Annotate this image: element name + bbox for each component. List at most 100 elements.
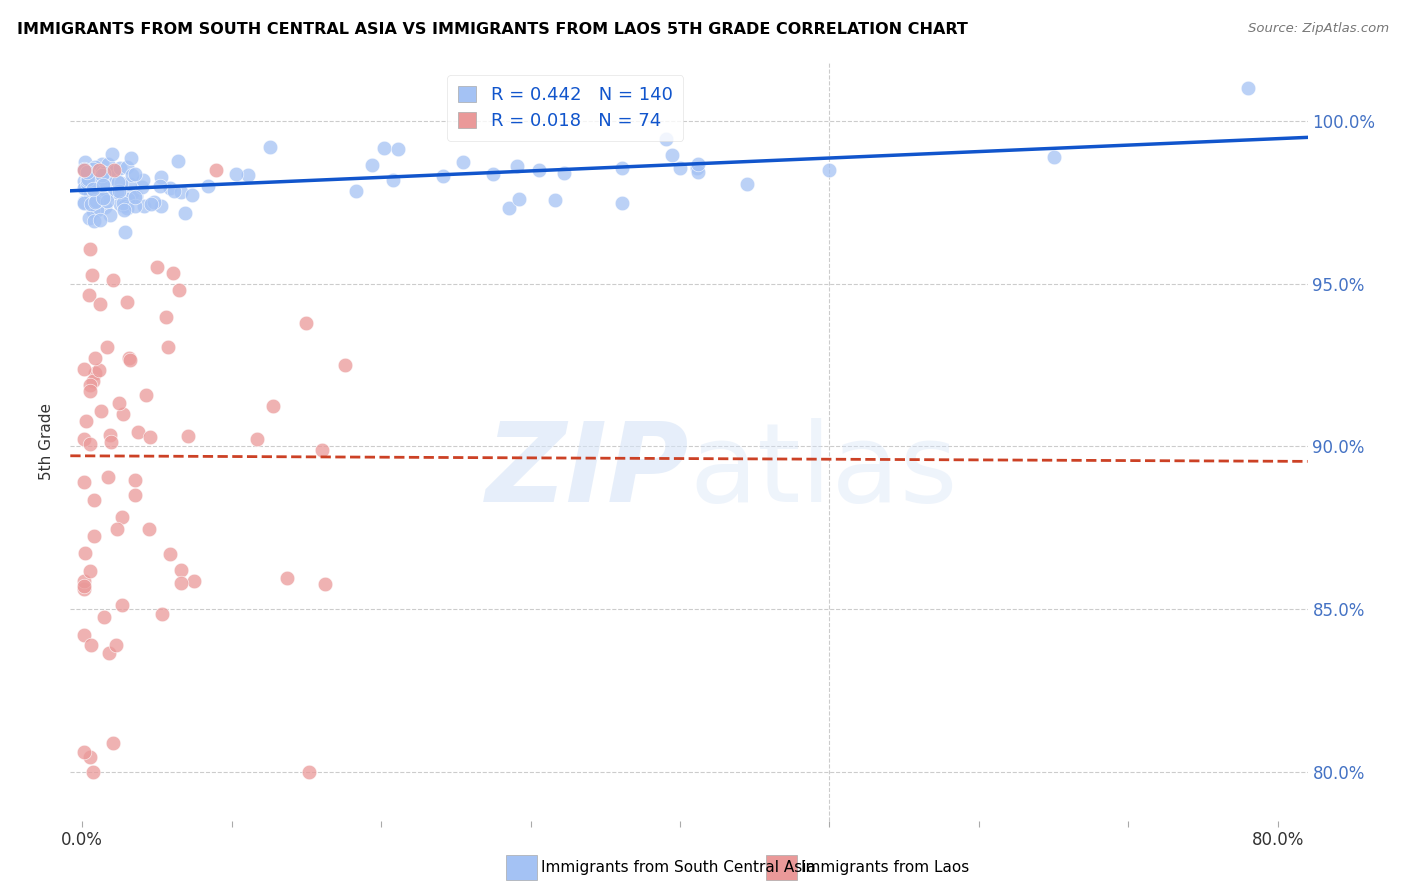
Point (93, 178, 115, 193)
Point (82, 204, 104, 219)
Point (159, 547, 181, 561)
Point (111, 509, 134, 524)
Point (112, 202, 135, 217)
Point (125, 189, 148, 203)
Point (382, 173, 405, 187)
Point (98, 428, 121, 442)
Point (163, 184, 186, 198)
Point (96, 340, 118, 354)
Point (167, 283, 190, 297)
Point (111, 407, 134, 421)
Point (115, 160, 138, 174)
Point (103, 162, 125, 177)
Point (108, 395, 131, 409)
Point (83, 528, 105, 542)
Point (295, 316, 318, 330)
Point (91, 190, 114, 204)
Point (86, 181, 108, 195)
Point (159, 180, 181, 194)
Point (121, 186, 143, 201)
Point (117, 192, 139, 206)
Point (138, 522, 160, 536)
Point (150, 170, 173, 185)
Point (1236, 81, 1258, 95)
Point (118, 351, 141, 366)
FancyBboxPatch shape (506, 855, 537, 880)
Point (90, 191, 112, 205)
Point (90, 171, 112, 186)
Point (508, 193, 530, 207)
Legend: R = 0.442   N = 140, R = 0.018   N = 74: R = 0.442 N = 140, R = 0.018 N = 74 (447, 75, 683, 141)
Point (173, 205, 195, 219)
Point (83, 173, 105, 187)
Point (132, 172, 155, 186)
Point (84, 194, 107, 209)
Point (76, 182, 98, 196)
Point (96, 185, 118, 199)
Point (149, 178, 172, 193)
Point (262, 400, 284, 414)
Text: IMMIGRANTS FROM SOUTH CENTRAL ASIA VS IMMIGRANTS FROM LAOS 5TH GRADE CORRELATION: IMMIGRANTS FROM SOUTH CENTRAL ASIA VS IM… (17, 22, 967, 37)
Point (82, 176, 104, 190)
Point (75, 163, 97, 178)
Point (735, 178, 758, 192)
Point (73, 546, 96, 560)
Point (82, 182, 104, 196)
Point (91, 190, 114, 204)
Point (87, 162, 110, 177)
Point (96, 194, 118, 208)
Point (93, 166, 115, 180)
Point (107, 185, 129, 199)
Point (124, 168, 146, 182)
Point (77, 287, 100, 301)
Point (87, 171, 110, 186)
Point (105, 522, 128, 536)
Point (73, 432, 96, 446)
Point (139, 196, 162, 211)
Point (124, 488, 146, 502)
Point (89, 212, 111, 227)
Point (111, 599, 134, 613)
Point (314, 576, 336, 591)
Point (89, 297, 111, 311)
Point (83, 184, 105, 198)
Point (100, 435, 122, 450)
Point (80, 196, 103, 211)
Point (80, 268, 103, 283)
Point (97, 157, 120, 171)
Point (73, 475, 96, 490)
Point (527, 163, 550, 178)
Point (124, 473, 146, 487)
Point (77, 211, 100, 225)
Point (498, 201, 520, 215)
Y-axis label: 5th Grade: 5th Grade (39, 403, 55, 480)
Point (335, 358, 357, 372)
Point (100, 147, 122, 161)
Point (181, 188, 204, 202)
Point (73, 362, 96, 376)
Point (107, 185, 129, 199)
Point (73, 174, 96, 188)
Point (205, 162, 228, 177)
Point (79, 437, 101, 451)
Point (89, 179, 111, 194)
Point (73, 162, 96, 177)
Point (101, 164, 124, 178)
Point (553, 166, 575, 180)
Point (90, 404, 112, 418)
Point (108, 196, 131, 211)
Text: Immigrants from Laos: Immigrants from Laos (801, 861, 970, 875)
Point (93, 610, 115, 624)
Point (101, 736, 124, 750)
Point (146, 260, 169, 275)
Point (138, 430, 160, 444)
Point (76, 173, 98, 187)
Point (89, 173, 111, 187)
FancyBboxPatch shape (766, 855, 797, 880)
Point (80, 638, 103, 652)
Point (77, 172, 100, 186)
Point (361, 158, 384, 172)
Point (104, 639, 127, 653)
Point (73, 628, 96, 642)
Point (612, 196, 634, 211)
